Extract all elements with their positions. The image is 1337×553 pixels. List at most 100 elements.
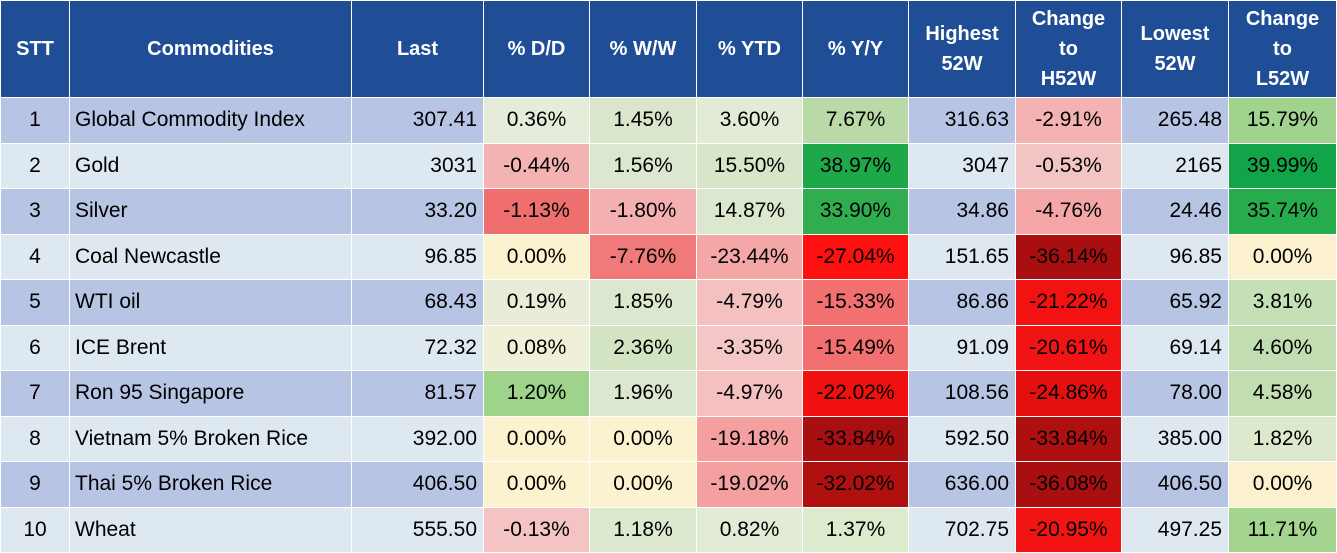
lowest-52w-cell: 497.25 [1121,506,1229,553]
ytd-cell: 3.60% [696,97,803,144]
header-line: Lowest [1140,23,1210,45]
yy-cell: -15.33% [802,279,909,326]
change-to-h52w-cell: -2.91% [1015,97,1122,144]
header-line: L52W [1255,68,1310,90]
ww-cell: 0.00% [589,461,697,508]
header-commodities: Commodities [69,0,352,98]
header-line: Change [1245,8,1320,30]
ytd-cell: -4.79% [696,279,803,326]
table-body: 1 Global Commodity Index 307.41 0.36% 1.45% 3… [0,97,1337,553]
stt-cell: 4 [0,233,70,280]
commodity-name-cell: Coal Newcastle [69,233,352,280]
header-line: Commodities [147,38,274,60]
ww-cell: 1.18% [589,506,697,553]
dd-cell: 0.00% [483,461,590,508]
commodity-name-cell: WTI oil [69,279,352,326]
stt-cell: 8 [0,415,70,462]
table-row: 7 Ron 95 Singapore 81.57 1.20% 1.96% -4.97% -2… [0,370,1337,417]
lowest-52w-cell: 265.48 [1121,97,1229,144]
header-line: to [1273,38,1292,60]
dd-cell: -1.13% [483,188,590,235]
dd-cell: -0.13% [483,506,590,553]
dd-cell: 0.00% [483,233,590,280]
header-line: % D/D [507,38,566,60]
highest-52w-cell: 34.86 [908,188,1016,235]
commodity-name-cell: Vietnam 5% Broken Rice [69,415,352,462]
header-line: Change [1031,8,1106,30]
header-line: Last [396,38,439,60]
ww-cell: 1.45% [589,97,697,144]
highest-52w-cell: 91.09 [908,324,1016,371]
ytd-cell: 14.87% [696,188,803,235]
last-cell: 406.50 [351,461,484,508]
last-cell: 81.57 [351,370,484,417]
lowest-52w-cell: 78.00 [1121,370,1229,417]
change-to-l52w-cell: 11.71% [1228,506,1337,553]
change-to-l52w-cell: 1.82% [1228,415,1337,462]
ytd-cell: -19.18% [696,415,803,462]
change-to-h52w-cell: -24.86% [1015,370,1122,417]
ytd-cell: -4.97% [696,370,803,417]
table-row: 5 WTI oil 68.43 0.19% 1.85% -4.79% -15.33% 86.8… [0,279,1337,326]
header-stt: STT [0,0,70,98]
last-cell: 392.00 [351,415,484,462]
stt-cell: 1 [0,97,70,144]
change-to-l52w-cell: 0.00% [1228,233,1337,280]
yy-cell: -27.04% [802,233,909,280]
table-row: 6 ICE Brent 72.32 0.08% 2.36% -3.35% -15.49% 91… [0,324,1337,371]
yy-cell: -33.84% [802,415,909,462]
commodity-name-cell: Global Commodity Index [69,97,352,144]
ytd-cell: -23.44% [696,233,803,280]
header-lowest-52w: Lowest 52W [1121,0,1229,98]
yy-cell: 7.67% [802,97,909,144]
commodity-name-cell: ICE Brent [69,324,352,371]
last-cell: 3031 [351,142,484,189]
table-row: 4 Coal Newcastle 96.85 0.00% -7.76% -23.44% -2… [0,233,1337,280]
lowest-52w-cell: 96.85 [1121,233,1229,280]
lowest-52w-cell: 2165 [1121,142,1229,189]
header-line: H52W [1040,68,1097,90]
commodity-name-cell: Ron 95 Singapore [69,370,352,417]
header-line: Highest [925,23,999,45]
highest-52w-cell: 592.50 [908,415,1016,462]
stt-cell: 10 [0,506,70,553]
dd-cell: -0.44% [483,142,590,189]
last-cell: 555.50 [351,506,484,553]
ww-cell: 0.00% [589,415,697,462]
dd-cell: 0.19% [483,279,590,326]
lowest-52w-cell: 65.92 [1121,279,1229,326]
change-to-h52w-cell: -21.22% [1015,279,1122,326]
ytd-cell: 15.50% [696,142,803,189]
header-dd: % D/D [483,0,590,98]
ww-cell: -7.76% [589,233,697,280]
change-to-l52w-cell: 4.60% [1228,324,1337,371]
commodity-name-cell: Wheat [69,506,352,553]
yy-cell: 33.90% [802,188,909,235]
stt-cell: 9 [0,461,70,508]
header-change-to-h52w: Change to H52W [1015,0,1122,98]
dd-cell: 0.00% [483,415,590,462]
dd-cell: 0.36% [483,97,590,144]
yy-cell: -32.02% [802,461,909,508]
change-to-l52w-cell: 35.74% [1228,188,1337,235]
header-ww: % W/W [589,0,697,98]
last-cell: 96.85 [351,233,484,280]
ww-cell: 2.36% [589,324,697,371]
yy-cell: -15.49% [802,324,909,371]
change-to-h52w-cell: -33.84% [1015,415,1122,462]
highest-52w-cell: 3047 [908,142,1016,189]
last-cell: 72.32 [351,324,484,371]
change-to-h52w-cell: -20.95% [1015,506,1122,553]
table-row: 3 Silver 33.20 -1.13% -1.80% 14.87% 33.90% 34.8… [0,188,1337,235]
header-ytd: % YTD [696,0,803,98]
header-last: Last [351,0,484,98]
stt-cell: 7 [0,370,70,417]
change-to-l52w-cell: 15.79% [1228,97,1337,144]
change-to-h52w-cell: -36.08% [1015,461,1122,508]
header-change-to-l52w: Change to L52W [1228,0,1337,98]
change-to-l52w-cell: 39.99% [1228,142,1337,189]
change-to-l52w-cell: 3.81% [1228,279,1337,326]
highest-52w-cell: 316.63 [908,97,1016,144]
header-line: % YTD [718,38,781,60]
